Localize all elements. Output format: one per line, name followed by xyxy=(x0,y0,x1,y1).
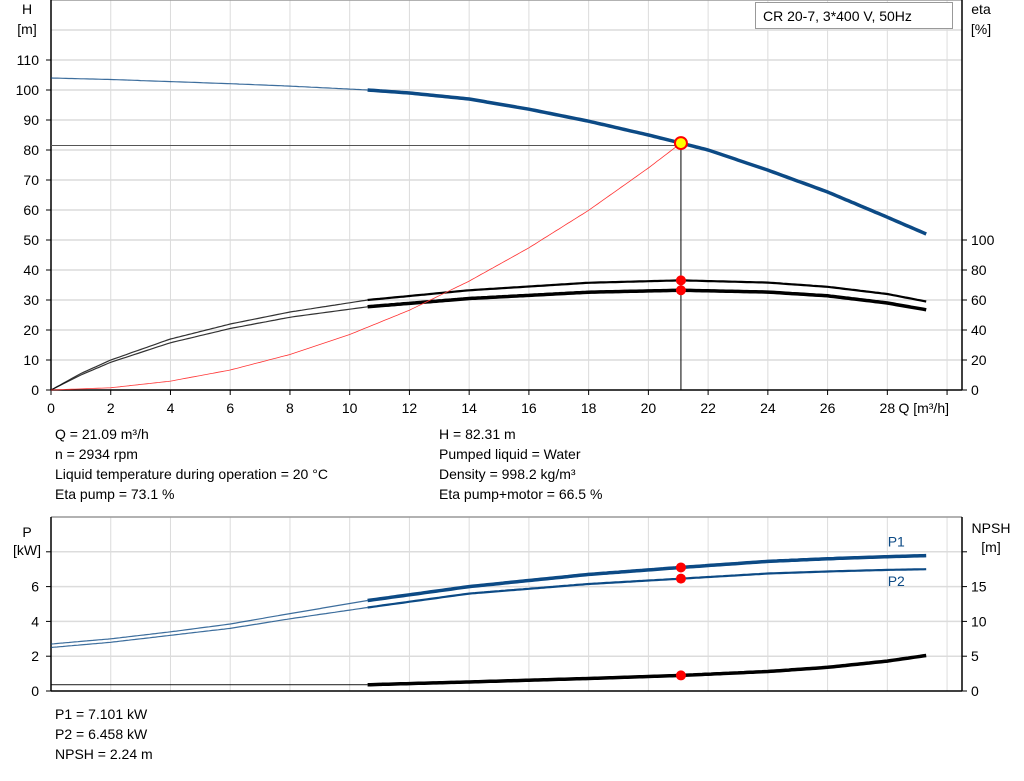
y-tick-label: 80 xyxy=(23,142,39,158)
y-axis-label: H xyxy=(22,1,32,17)
eta-pump-motor-curve-extrapolated xyxy=(50,306,368,391)
x-tick-label: 8 xyxy=(286,400,294,416)
x-tick-label: 22 xyxy=(700,400,716,416)
info-q: Q = 21.09 m³/h xyxy=(55,426,149,442)
y2-tick-label: 80 xyxy=(971,262,987,278)
y2-tick-label: 100 xyxy=(971,232,995,248)
x-tick-label: 18 xyxy=(581,400,597,416)
x-tick-label: 16 xyxy=(521,400,537,416)
y-tick-label: 100 xyxy=(16,82,40,98)
series-label-p2: P2 xyxy=(888,573,905,589)
p2-curve xyxy=(367,568,927,609)
info-pumped-liquid: Pumped liquid = Water xyxy=(439,446,581,462)
y-axis-label: P xyxy=(22,524,31,540)
system-curve-curve xyxy=(50,144,679,391)
y2-tick-label: 10 xyxy=(971,613,987,629)
y2-axis-label: NPSH xyxy=(972,520,1011,536)
y-tick-label: 2 xyxy=(31,648,39,664)
eta-pump-motor-curve xyxy=(367,288,927,312)
y-tick-label: 50 xyxy=(23,232,39,248)
y-tick-label: 10 xyxy=(23,352,39,368)
info-speed: n = 2934 rpm xyxy=(55,446,138,462)
y2-tick-label: 0 xyxy=(971,382,979,398)
p2-curve-extrapolated xyxy=(50,606,368,649)
x-tick-label: 24 xyxy=(760,400,776,416)
info-bottom: P1 = 7.101 kW P2 = 6.458 kW NPSH = 2.24 … xyxy=(55,704,153,764)
eta-pump-motor-marker xyxy=(675,285,686,296)
pump-title: CR 20-7, 3*400 V, 50Hz xyxy=(763,8,912,24)
y2-axis-unit: [%] xyxy=(971,21,991,37)
p1-curve-extrapolated xyxy=(50,599,368,645)
y2-tick-label: 15 xyxy=(971,579,987,595)
x-tick-label: 26 xyxy=(820,400,836,416)
eta-pump-curve xyxy=(367,279,927,303)
y2-tick-label: 20 xyxy=(971,352,987,368)
y-tick-label: 0 xyxy=(31,382,39,398)
x-tick-label: 28 xyxy=(880,400,896,416)
y-tick-label: 30 xyxy=(23,292,39,308)
y2-tick-label: 5 xyxy=(971,648,979,664)
y-tick-label: 90 xyxy=(23,112,39,128)
info-npsh: NPSH = 2.24 m xyxy=(55,746,153,762)
info-head: H = 82.31 m xyxy=(439,426,516,442)
x-tick-label: 6 xyxy=(226,400,234,416)
info-eta-pump: Eta pump = 73.1 % xyxy=(55,486,175,502)
series-label-p1: P1 xyxy=(888,534,905,550)
info-density: Density = 998.2 kg/m³ xyxy=(439,466,576,482)
y-tick-label: 4 xyxy=(31,613,39,629)
npsh-marker xyxy=(675,670,686,681)
info-liquid-temp: Liquid temperature during operation = 20… xyxy=(55,466,328,482)
y2-tick-label: 60 xyxy=(971,292,987,308)
p2-marker xyxy=(675,573,686,584)
y-tick-label: 20 xyxy=(23,322,39,338)
info-eta-pump-motor: Eta pump+motor = 66.5 % xyxy=(439,486,603,502)
y2-axis-unit: [m] xyxy=(981,539,1000,555)
y-axis-unit: [kW] xyxy=(13,542,41,558)
y-axis-unit: [m] xyxy=(17,21,36,37)
y-tick-label: 70 xyxy=(23,172,39,188)
x-tick-label: 2 xyxy=(107,400,115,416)
info-top-right: H = 82.31 m Pumped liquid = Water Densit… xyxy=(439,424,602,504)
y-tick-label: 6 xyxy=(31,579,39,595)
info-p1: P1 = 7.101 kW xyxy=(55,706,148,722)
h-curve-extrapolated xyxy=(50,77,368,91)
x-tick-label: 0 xyxy=(47,400,55,416)
y2-tick-label: 0 xyxy=(971,683,979,699)
eta-pump-curve-extrapolated xyxy=(50,299,368,391)
h-curve xyxy=(367,88,927,236)
x-axis-label: Q [m³/h] xyxy=(898,400,949,416)
x-tick-label: 10 xyxy=(342,400,358,416)
y-tick-label: 60 xyxy=(23,202,39,218)
x-tick-label: 14 xyxy=(461,400,477,416)
operating-point-marker xyxy=(673,136,688,151)
p1-marker xyxy=(675,562,686,573)
y-tick-label: 0 xyxy=(31,683,39,699)
pump-title-box: CR 20-7, 3*400 V, 50Hz xyxy=(755,2,953,29)
npsh-curve xyxy=(367,653,927,687)
x-tick-label: 4 xyxy=(167,400,175,416)
y-tick-label: 40 xyxy=(23,262,39,278)
x-tick-label: 20 xyxy=(641,400,657,416)
info-p2: P2 = 6.458 kW xyxy=(55,726,148,742)
y-tick-label: 110 xyxy=(17,52,40,68)
p1-curve xyxy=(367,553,927,603)
y2-axis-label: eta xyxy=(971,1,991,17)
y2-tick-label: 40 xyxy=(971,322,987,338)
x-tick-label: 12 xyxy=(402,400,418,416)
info-top-left: Q = 21.09 m³/h n = 2934 rpm Liquid tempe… xyxy=(55,424,328,504)
eta-pump-marker xyxy=(675,275,686,286)
